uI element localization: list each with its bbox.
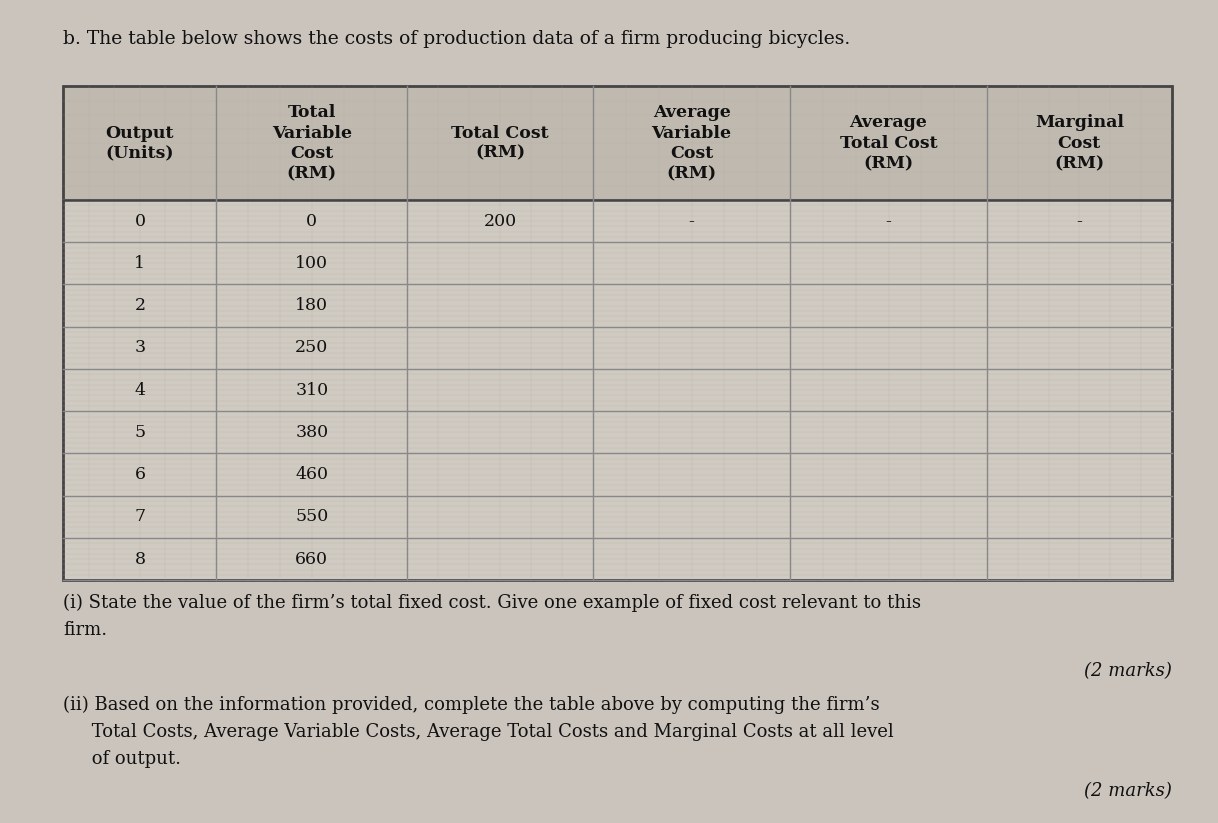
Bar bbox=[407, 453, 593, 495]
Text: firm.: firm. bbox=[63, 621, 107, 639]
Bar bbox=[790, 412, 987, 453]
Bar bbox=[63, 200, 217, 242]
Bar bbox=[790, 285, 987, 327]
Text: 380: 380 bbox=[295, 424, 329, 441]
Bar bbox=[407, 200, 593, 242]
Bar bbox=[63, 369, 217, 412]
Bar bbox=[987, 369, 1172, 412]
Bar bbox=[790, 369, 987, 412]
Bar bbox=[987, 242, 1172, 285]
Text: (2 marks): (2 marks) bbox=[1084, 662, 1172, 680]
Text: 8: 8 bbox=[134, 551, 145, 568]
Bar bbox=[217, 327, 407, 369]
Text: -: - bbox=[885, 212, 892, 230]
Bar bbox=[790, 242, 987, 285]
Bar bbox=[63, 86, 1172, 580]
Text: -: - bbox=[688, 212, 694, 230]
Text: (i) State the value of the firm’s total fixed cost. Give one example of fixed co: (i) State the value of the firm’s total … bbox=[63, 594, 921, 612]
Text: 1: 1 bbox=[134, 255, 145, 272]
Text: Total Cost
(RM): Total Cost (RM) bbox=[452, 124, 549, 162]
Text: Total
Variable
Cost
(RM): Total Variable Cost (RM) bbox=[272, 105, 352, 182]
Bar bbox=[63, 327, 217, 369]
Bar bbox=[790, 453, 987, 495]
Bar bbox=[217, 538, 407, 580]
Bar bbox=[217, 453, 407, 495]
Text: 310: 310 bbox=[295, 382, 329, 398]
Bar bbox=[593, 412, 790, 453]
Bar bbox=[987, 285, 1172, 327]
Bar bbox=[593, 327, 790, 369]
Bar bbox=[407, 495, 593, 538]
Text: 460: 460 bbox=[296, 466, 329, 483]
Bar bbox=[63, 538, 217, 580]
Text: Average
Variable
Cost
(RM): Average Variable Cost (RM) bbox=[652, 105, 732, 182]
Text: (2 marks): (2 marks) bbox=[1084, 783, 1172, 800]
Text: (ii) Based on the information provided, complete the table above by computing th: (ii) Based on the information provided, … bbox=[63, 695, 879, 714]
Text: 3: 3 bbox=[134, 339, 145, 356]
Text: 4: 4 bbox=[134, 382, 145, 398]
Bar bbox=[593, 495, 790, 538]
Bar bbox=[987, 327, 1172, 369]
Text: 100: 100 bbox=[296, 255, 329, 272]
Bar bbox=[593, 453, 790, 495]
Text: 6: 6 bbox=[134, 466, 145, 483]
Bar bbox=[217, 242, 407, 285]
Text: 250: 250 bbox=[295, 339, 329, 356]
Bar bbox=[407, 285, 593, 327]
Bar bbox=[217, 412, 407, 453]
Text: of output.: of output. bbox=[63, 750, 181, 768]
Bar bbox=[407, 369, 593, 412]
Text: b. The table below shows the costs of production data of a firm producing bicycl: b. The table below shows the costs of pr… bbox=[63, 30, 850, 48]
Bar bbox=[593, 369, 790, 412]
Text: Output
(Units): Output (Units) bbox=[106, 124, 174, 162]
Bar bbox=[593, 200, 790, 242]
Bar bbox=[987, 200, 1172, 242]
Bar bbox=[987, 453, 1172, 495]
Bar bbox=[63, 242, 217, 285]
Bar bbox=[593, 285, 790, 327]
Text: 7: 7 bbox=[134, 509, 145, 525]
Bar bbox=[217, 495, 407, 538]
Text: Marginal
Cost
(RM): Marginal Cost (RM) bbox=[1035, 114, 1124, 172]
Bar bbox=[790, 200, 987, 242]
Bar bbox=[593, 538, 790, 580]
Bar bbox=[407, 242, 593, 285]
Bar bbox=[987, 412, 1172, 453]
Bar bbox=[63, 453, 217, 495]
Bar bbox=[987, 495, 1172, 538]
Text: Total Costs, Average Variable Costs, Average Total Costs and Marginal Costs at a: Total Costs, Average Variable Costs, Ave… bbox=[63, 723, 894, 741]
Bar bbox=[987, 538, 1172, 580]
Bar bbox=[790, 327, 987, 369]
Text: 200: 200 bbox=[484, 212, 516, 230]
Text: Average
Total Cost
(RM): Average Total Cost (RM) bbox=[839, 114, 938, 172]
Text: -: - bbox=[1077, 212, 1083, 230]
Bar bbox=[790, 538, 987, 580]
Bar bbox=[790, 495, 987, 538]
Bar bbox=[63, 412, 217, 453]
Text: 5: 5 bbox=[134, 424, 145, 441]
Text: 0: 0 bbox=[134, 212, 145, 230]
Bar bbox=[217, 200, 407, 242]
Text: 180: 180 bbox=[296, 297, 329, 314]
Text: 660: 660 bbox=[296, 551, 329, 568]
Bar bbox=[217, 369, 407, 412]
Bar bbox=[593, 242, 790, 285]
Bar bbox=[63, 495, 217, 538]
Text: 550: 550 bbox=[295, 509, 329, 525]
Bar bbox=[407, 538, 593, 580]
Bar bbox=[63, 86, 1172, 200]
Bar bbox=[407, 412, 593, 453]
Bar bbox=[63, 285, 217, 327]
Bar bbox=[407, 327, 593, 369]
Text: 0: 0 bbox=[307, 212, 318, 230]
Text: 2: 2 bbox=[134, 297, 145, 314]
Bar bbox=[217, 285, 407, 327]
